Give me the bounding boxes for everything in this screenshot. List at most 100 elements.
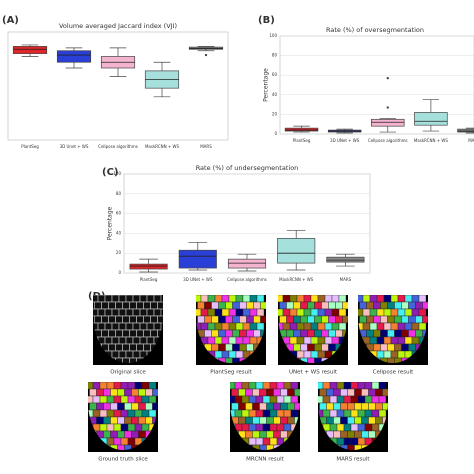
cell: [92, 395, 101, 404]
cell: [101, 315, 109, 324]
cell: [245, 388, 253, 397]
cell: [211, 329, 219, 338]
cell: [418, 308, 427, 317]
cell: [411, 308, 420, 317]
cell: [115, 301, 123, 310]
cell: [124, 388, 132, 397]
cell: [280, 416, 288, 425]
cell: [248, 409, 257, 418]
cell: [255, 437, 264, 446]
cell: [375, 402, 383, 411]
cell: [383, 308, 392, 317]
y-tick-label: 0: [274, 131, 277, 136]
cell: [289, 295, 298, 303]
cell: [358, 295, 364, 303]
cell: [303, 350, 312, 359]
cell: [342, 315, 348, 324]
cell: [380, 315, 388, 324]
cell: [89, 388, 97, 397]
cell: [125, 350, 134, 359]
cell: [343, 382, 352, 390]
cell: [331, 336, 340, 345]
cell: [366, 301, 374, 310]
cell: [336, 395, 345, 404]
cell: [364, 382, 373, 390]
cell: [422, 315, 428, 324]
cell: [347, 430, 355, 439]
cell: [411, 322, 420, 331]
cell: [331, 322, 340, 331]
cell: [104, 308, 113, 317]
cell: [197, 315, 205, 324]
cell: [122, 315, 130, 324]
cell: [138, 402, 146, 411]
cell: [228, 336, 237, 345]
cell: [111, 295, 120, 303]
cell: [369, 308, 378, 317]
cell: [350, 423, 359, 432]
cell: [211, 343, 219, 352]
cell: [394, 329, 402, 338]
cell: [293, 301, 301, 310]
cell: [269, 423, 278, 432]
cell: [368, 402, 376, 411]
cell: [143, 301, 151, 310]
cell: [131, 402, 139, 411]
cell: [146, 336, 155, 345]
cell: [125, 322, 134, 331]
cell: [129, 301, 137, 310]
cell: [266, 388, 274, 397]
cell: [120, 423, 129, 432]
cell: [113, 423, 122, 432]
cell: [125, 308, 134, 317]
cell: [368, 430, 376, 439]
cell: [317, 308, 326, 317]
cell: [242, 336, 251, 345]
cell: [317, 322, 326, 331]
cell: [118, 295, 127, 303]
cell: [273, 388, 281, 397]
cell: [252, 388, 260, 397]
box: [277, 238, 316, 264]
cell: [310, 295, 319, 303]
cell: [207, 308, 216, 317]
cell: [221, 295, 230, 303]
cell: [331, 295, 340, 303]
cell: [125, 336, 134, 345]
cell: [148, 382, 157, 390]
cell: [252, 430, 260, 439]
cell: [132, 322, 141, 331]
cell: [232, 343, 240, 352]
y-tick-label: 80: [116, 191, 122, 196]
y-tick-label: 20: [272, 111, 278, 116]
cell: [376, 308, 385, 317]
cell: [286, 301, 294, 310]
cell: [321, 343, 329, 352]
cell: [231, 388, 239, 397]
cell: [141, 395, 150, 404]
cell: [340, 388, 348, 397]
cell: [273, 430, 281, 439]
cell: [228, 322, 237, 331]
cell: [106, 437, 115, 446]
cell: [92, 409, 101, 418]
cell: [122, 343, 130, 352]
cell: [380, 329, 388, 338]
cell: [290, 409, 299, 418]
cell: [343, 395, 352, 404]
cell: [145, 416, 153, 425]
cell: [262, 437, 271, 446]
cell: [404, 336, 413, 345]
cell: [115, 315, 123, 324]
cell: [122, 329, 130, 338]
image-caption: MARS result: [336, 457, 370, 463]
cell: [108, 315, 116, 324]
cell: [96, 388, 104, 397]
image: [278, 295, 348, 365]
cell: [238, 402, 246, 411]
cell: [418, 295, 427, 303]
cell: [221, 322, 230, 331]
cell: [97, 295, 106, 303]
cell: [276, 423, 285, 432]
cell: [106, 395, 115, 404]
